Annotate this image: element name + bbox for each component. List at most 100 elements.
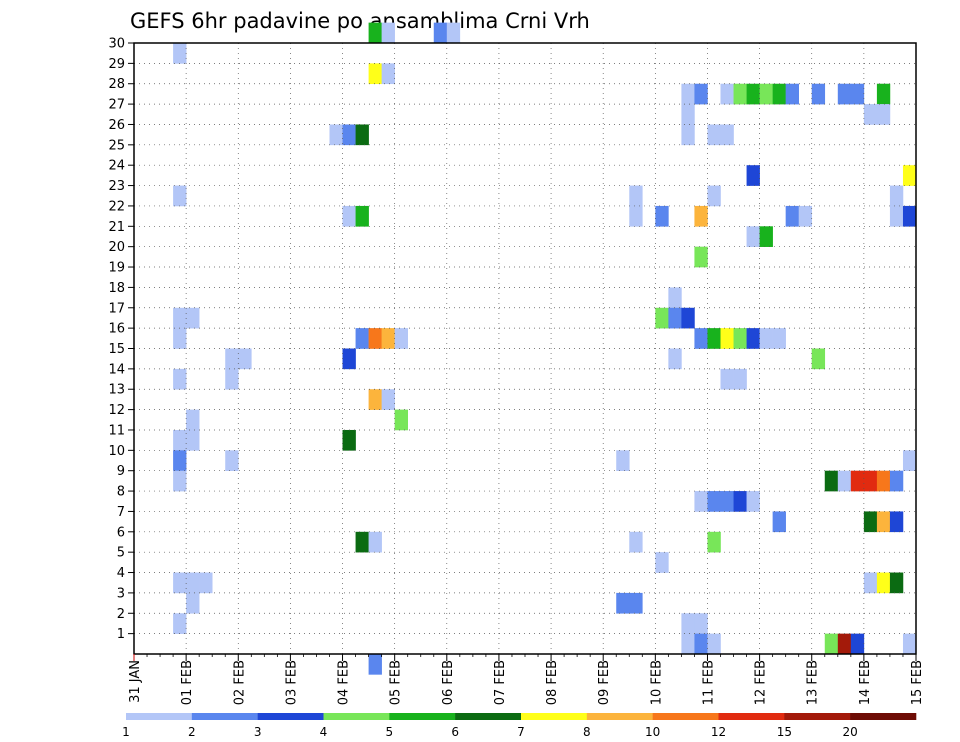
data-cell [746,226,760,247]
data-cell [707,531,721,553]
y-tick-label: 8 [117,485,125,500]
legend-label: 8 [583,725,591,739]
x-tick-label: 15 FEB [910,660,925,705]
data-cell [876,83,891,105]
data-cell [173,429,187,451]
data-cell [694,633,708,655]
data-cell [681,104,695,125]
y-tick-label: 7 [117,505,125,520]
y-tick-label: 10 [108,444,125,459]
data-cell [759,226,773,247]
legend-label: 4 [320,725,328,739]
data-cell [668,307,682,329]
data-cell [889,205,904,227]
data-cell [368,63,382,85]
legend-label: 20 [843,725,858,739]
data-cell [811,348,826,370]
data-cell [746,165,760,186]
data-cell [681,613,695,634]
data-cell [186,409,200,431]
x-tick-label: 03 FEB [284,660,299,705]
data-cell [355,205,369,227]
y-tick-label: 24 [108,159,125,174]
chart-title: GEFS 6hr padavine po ansamblima Crni Vrh [130,9,590,33]
data-cell [759,328,773,349]
y-tick-label: 14 [108,362,125,377]
legend-label: 6 [451,725,459,739]
data-cell [342,348,356,370]
data-cell [225,348,239,370]
legend-label: 15 [777,725,792,739]
data-cell [629,592,643,614]
data-cell [186,572,200,594]
data-cell [863,572,878,594]
data-cell [694,83,708,105]
y-tick-label: 16 [108,322,125,337]
data-cell [889,470,904,492]
data-cell [785,205,799,227]
legend-label: 2 [188,725,196,739]
data-cell [173,368,187,390]
data-cell [889,511,904,533]
x-tick-label: 01 FEB [180,660,195,705]
data-cell [186,429,200,451]
legend-swatch [718,713,785,720]
x-tick-label: 08 FEB [545,660,560,705]
data-cell [342,429,356,451]
data-cell [850,470,865,492]
data-cell [173,328,187,349]
data-cell [694,491,708,512]
data-cell [876,511,891,533]
data-cell [733,83,747,105]
data-cell [173,43,187,64]
y-tick-label: 17 [108,301,125,316]
data-cell [668,348,682,370]
y-tick-label: 1 [117,627,125,642]
data-cell [186,592,200,614]
y-tick-label: 21 [108,220,125,235]
data-cell [850,83,865,105]
y-tick-label: 20 [108,240,125,255]
data-cell [616,450,630,471]
data-cell [733,491,747,512]
legend-swatch [323,713,390,720]
data-cell [655,307,669,329]
x-tick-label: 11 FEB [701,660,716,705]
data-cell [707,124,721,146]
data-cell [824,633,839,655]
y-tick-label: 3 [117,586,125,601]
data-cell [238,348,252,370]
data-cell [173,450,187,471]
data-cell [655,552,669,573]
data-cell [381,389,395,410]
legend-label: 12 [711,725,726,739]
data-cell [355,328,369,349]
data-cell [199,572,213,594]
legend-swatch [521,713,588,720]
data-cell [694,205,708,227]
data-cell [694,613,708,634]
data-cell [720,491,734,512]
y-tick-label: 9 [117,464,125,479]
y-tick-label: 29 [108,57,125,72]
data-cell [837,470,852,492]
data-cell [355,531,369,553]
y-tick-label: 22 [108,199,125,214]
data-cell [342,205,356,227]
data-cell [850,633,865,655]
data-cell [837,83,852,105]
data-cell [394,409,408,431]
data-cell [772,328,786,349]
color-legend: 1 2 3 4 5 6 7 8 10 12 15 20 [122,713,917,739]
y-tick-label: 25 [108,138,125,153]
data-cell [876,572,891,594]
data-cell [668,287,682,309]
data-cell [746,328,760,349]
data-cell [173,572,187,594]
data-cell [720,124,734,146]
legend-label: 5 [386,725,394,739]
legend-swatch [586,713,653,720]
data-cell [902,633,917,655]
data-cell [889,572,904,594]
